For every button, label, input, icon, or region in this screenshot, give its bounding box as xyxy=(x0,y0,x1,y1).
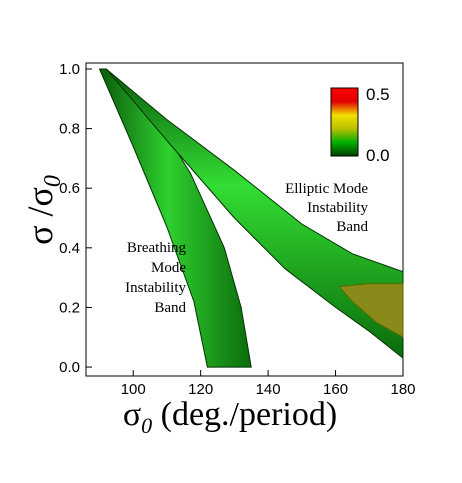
y-tick-label: 0.2 xyxy=(59,299,80,316)
y-tick-label: 0.6 xyxy=(59,180,80,197)
x-tick-label: 140 xyxy=(256,381,281,398)
x-tick-label: 160 xyxy=(323,381,348,398)
y-tick-label: 1.0 xyxy=(59,61,80,78)
annotation-line: Band xyxy=(336,219,368,235)
y-tick-label: 0.8 xyxy=(59,121,80,138)
plot-area: 100 120 140 160 180 0.0 0.2 0.4 0.6 0.8 1.0 xyxy=(59,61,415,398)
y-axis-ticks: 0.0 0.2 0.4 0.6 0.8 1.0 xyxy=(59,61,92,376)
instability-bands xyxy=(98,68,404,368)
y-tick-label: 0.4 xyxy=(59,240,80,257)
colorbar-swatch xyxy=(330,87,359,157)
breathing-mode-band xyxy=(98,68,252,368)
x-axis-label: σ0 (deg./period) xyxy=(123,396,337,438)
y-tick-label: 0.0 xyxy=(59,359,80,376)
y-axis-label: σ /σ0 xyxy=(20,175,66,245)
colorbar: 0.5 0.0 xyxy=(330,85,390,165)
x-axis-ticks: 100 120 140 160 180 xyxy=(121,370,416,398)
annotation-line: Band xyxy=(154,300,186,316)
annotation-line: Mode xyxy=(151,260,186,276)
x-tick-label: 100 xyxy=(121,381,146,398)
colorbar-min-label: 0.0 xyxy=(366,146,390,165)
annotation-line: Elliptic Mode xyxy=(285,181,368,197)
x-tick-label: 120 xyxy=(188,381,213,398)
annotation-breathing: Breathing Mode Instability Band xyxy=(125,240,186,316)
annotation-line: Breathing xyxy=(127,240,187,256)
elliptic-mode-core xyxy=(337,283,404,339)
x-tick-label: 180 xyxy=(390,381,415,398)
plot-frame xyxy=(85,62,404,377)
annotation-line: Instability xyxy=(125,280,186,296)
elliptic-mode-band xyxy=(105,68,404,360)
colorbar-max-label: 0.5 xyxy=(366,85,390,104)
annotation-elliptic: Elliptic Mode Instability Band xyxy=(285,181,368,235)
annotations: Elliptic Mode Instability Band Breathing Mod… xyxy=(125,181,368,316)
annotation-line: Instability xyxy=(307,200,368,216)
